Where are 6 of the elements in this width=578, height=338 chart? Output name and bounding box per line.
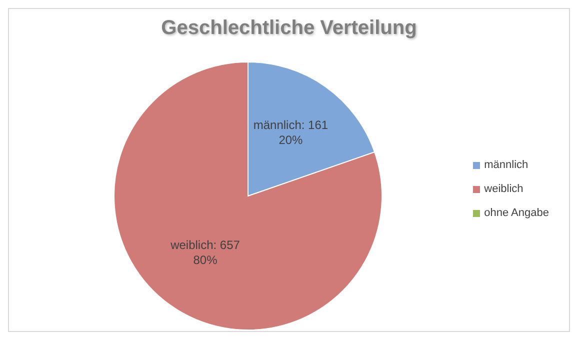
legend-label: ohne Angabe	[484, 207, 549, 219]
legend-label: weiblich	[484, 183, 524, 195]
data-label: männlich: 161 20%	[253, 118, 328, 147]
data-label: weiblich: 657 80%	[170, 238, 240, 268]
chart-title: Geschlechtliche Verteilung	[160, 16, 418, 41]
legend-label: männlich	[484, 159, 528, 171]
